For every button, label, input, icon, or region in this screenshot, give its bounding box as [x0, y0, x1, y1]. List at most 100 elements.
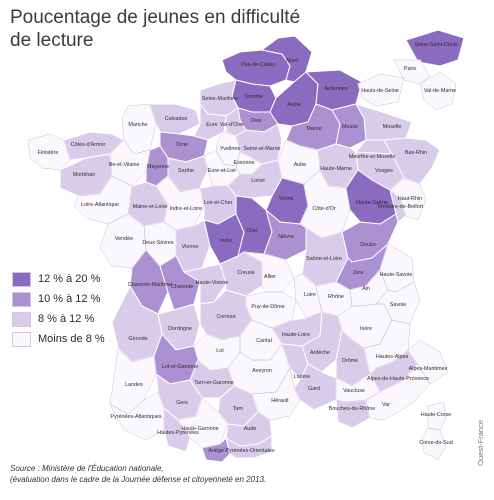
department-label: Eure-et-Loir	[208, 168, 237, 174]
department-outline	[393, 59, 431, 85]
legend-swatch	[12, 331, 31, 347]
department-label: Mayenne	[147, 164, 169, 170]
department-label: Haute-Corse	[421, 412, 452, 418]
department-label: Tarn-et-Garonne	[194, 380, 234, 386]
department-label: Eure	[206, 122, 217, 128]
department-label: Vaucluse	[343, 388, 365, 394]
department-label: Haut-Rhin	[398, 196, 422, 202]
department-label: Savoie	[390, 302, 406, 308]
legend-label: 10 % à 12 %	[38, 293, 101, 305]
department-label: Gironde	[128, 336, 147, 342]
department-label: Doubs	[360, 242, 376, 248]
department-label: Finistère	[38, 150, 59, 156]
department-outline	[203, 149, 241, 187]
department-outline	[419, 71, 457, 111]
department-label: Hauts-de-Seine	[361, 88, 398, 94]
department-label: Maine-et-Loire	[133, 204, 168, 210]
department-outline	[109, 391, 165, 441]
department-label: Moselle	[383, 124, 402, 130]
department-shape	[335, 399, 371, 429]
department-label: Haute-Vienne	[196, 280, 229, 286]
legend-label: 8 % à 12 %	[38, 313, 95, 325]
department-label: Haute-Garonne	[181, 426, 218, 432]
department-label: Gard	[308, 386, 320, 392]
department-label: Haute-Loire	[282, 332, 310, 338]
department-label: Aude	[244, 426, 257, 432]
department-label: Côtes-d'Armor	[71, 142, 106, 148]
credit: Ouest-France	[476, 420, 485, 466]
department-label: Vendée	[115, 236, 133, 242]
department-label: Puy-de-Dôme	[251, 304, 284, 310]
department-label: Morbihan	[73, 172, 95, 178]
department-label: Essonne	[234, 160, 255, 166]
department-label: Alpes-de-Haute-Provence	[367, 376, 429, 382]
department-label: Val-d'Oise	[220, 122, 244, 128]
legend-label: Moins de 8 %	[38, 333, 105, 345]
map-title: Poucentage de jeunes en difficulté de le…	[10, 6, 310, 52]
department-shape	[263, 208, 307, 261]
department-label: Territoire-de-Belfort	[377, 204, 424, 210]
department-shape	[149, 103, 201, 135]
department-label: Indre-et-Loire	[170, 206, 202, 212]
department-label: Orne	[176, 142, 188, 148]
source-note: Source : Ministère de l'Éducation nation…	[10, 463, 410, 485]
department-label: Haute-Saône	[356, 200, 388, 206]
department-label: Seine-et-Marne	[243, 146, 280, 152]
department-label: Tarn	[233, 406, 244, 412]
department-label: Dordogne	[168, 326, 192, 332]
legend: 12 % à 20 % 10 % à 12 % 8 % à 12 % Moins…	[12, 270, 105, 350]
source-line-1: Source : Ministère de l'Éducation nation…	[10, 464, 164, 473]
department-label: Somme	[245, 94, 264, 100]
map-title-line-2: de lecture	[10, 30, 94, 51]
department-label: Charente	[171, 284, 193, 290]
department-label: Loire	[304, 292, 316, 298]
department-label: Paris	[404, 66, 417, 72]
map-title-line-1: Poucentage de jeunes en difficulté	[10, 7, 301, 28]
department-label: Rhône	[328, 294, 344, 300]
department-label: Isère	[360, 326, 372, 332]
legend-label: 12 % à 20 %	[38, 273, 101, 285]
department-label: Loire-Atlantique	[81, 202, 119, 208]
department-shape	[159, 255, 201, 311]
source-line-2: (évaluation dans le cadre de la Journée …	[10, 475, 267, 484]
department-label: Deux-Sèvres	[142, 240, 173, 246]
department-label: Charente-Maritime	[128, 282, 173, 288]
department-label: Gers	[176, 400, 188, 406]
department-label: Ardèche	[310, 350, 330, 356]
department-label: Allier	[264, 274, 276, 280]
department-label: Calvados	[165, 116, 188, 122]
department-outline	[227, 343, 291, 395]
department-label: Saône-et-Loire	[306, 256, 342, 262]
legend-item: Moins de 8 %	[12, 330, 105, 348]
legend-item: 8 % à 12 %	[12, 310, 105, 328]
department-label: Cher	[246, 228, 258, 234]
department-label: Alpes-Maritimes	[409, 366, 448, 372]
department-outline	[277, 139, 321, 185]
department-label: Pas-de-Calais	[241, 62, 275, 68]
department-label: Cantal	[256, 338, 272, 344]
department-outline	[143, 221, 177, 267]
legend-swatch	[12, 291, 31, 307]
legend-swatch	[12, 271, 31, 287]
department-label: Hérault	[271, 398, 289, 404]
department-shape	[193, 102, 227, 141]
department-label: Ain	[362, 286, 370, 292]
department-label: Corrèze	[216, 314, 235, 320]
department-label: Drôme	[342, 358, 358, 364]
department-label: Aube	[294, 162, 307, 168]
department-label: Loir-et-Cher	[204, 200, 233, 206]
department-outline	[245, 291, 297, 329]
department-label: Aisne	[287, 102, 301, 108]
department-outline	[427, 401, 447, 431]
department-label: Val-de-Marne	[424, 88, 456, 94]
department-label: Vienne	[182, 244, 199, 250]
department-label: Bouches-du-Rhône	[329, 406, 375, 412]
legend-swatch	[12, 311, 31, 327]
department-label: Haute-Marne	[320, 166, 351, 172]
department-label: Corse-du-Sud	[419, 440, 453, 446]
department-label: Jura	[353, 270, 364, 276]
department-label: Indre	[220, 238, 232, 244]
department-shape	[225, 435, 273, 459]
department-label: Hautes-Alpes	[376, 354, 409, 360]
department-label: Seine-Maritime	[202, 96, 238, 102]
